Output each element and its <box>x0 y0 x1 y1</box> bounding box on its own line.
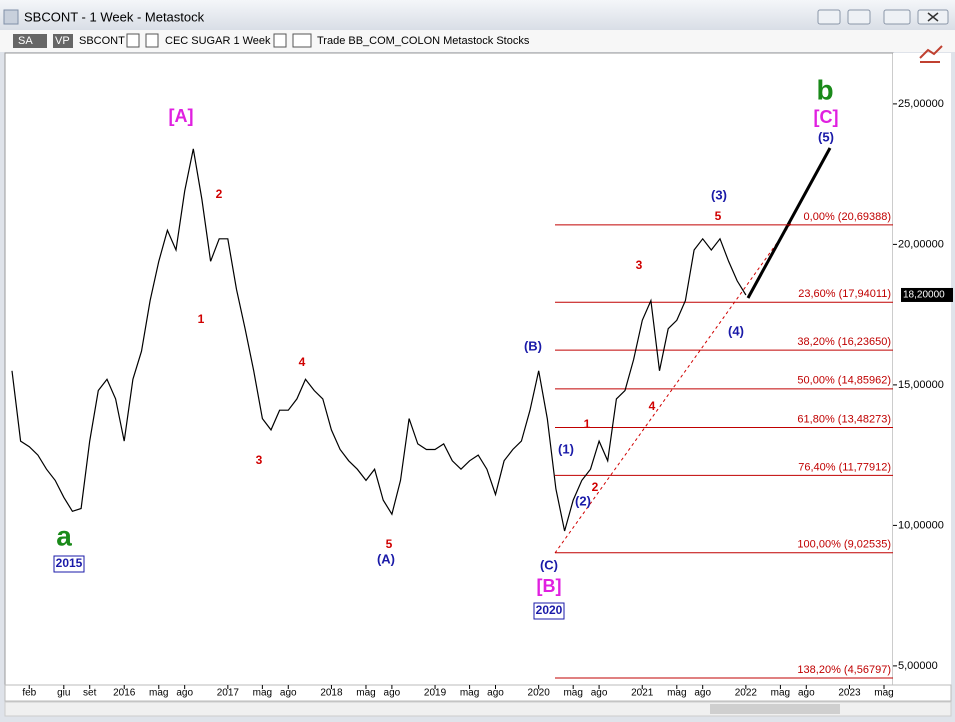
scrollbar-thumb[interactable] <box>710 704 840 714</box>
year-box <box>53 555 85 573</box>
toolbar-vp: VP <box>55 35 70 47</box>
dropdown[interactable] <box>145 33 159 48</box>
fib-label: 100,00% (9,02535) <box>797 539 891 551</box>
minimize-button[interactable] <box>847 9 871 25</box>
fib-label: 76,40% (11,77912) <box>798 461 891 473</box>
x-tick-label: 2016 <box>113 688 136 699</box>
wave-label: (1) <box>558 441 574 456</box>
x-tick-label: 2019 <box>424 688 447 699</box>
price-axis <box>893 53 951 685</box>
dropdown[interactable] <box>126 33 140 48</box>
y-tick-label: 5,00000 <box>898 660 938 672</box>
year-box <box>533 602 565 620</box>
x-tick-label: ago <box>384 688 401 699</box>
wave-label: 3 <box>256 453 263 467</box>
fib-label: 61,80% (13,48273) <box>797 413 891 425</box>
fib-label: 23,60% (17,94011) <box>798 288 891 300</box>
fib-label: 38,20% (16,23650) <box>797 336 891 348</box>
x-tick-label: mag <box>563 688 582 699</box>
y-tick-label: 20,00000 <box>898 238 944 250</box>
y-tick-label: 15,00000 <box>898 379 944 391</box>
last-price-label: 18,20000 <box>903 290 945 301</box>
x-tick-label: ago <box>280 688 297 699</box>
x-tick-label: mag <box>771 688 790 699</box>
wave-label: 3 <box>636 258 643 272</box>
x-tick-label: ago <box>798 688 815 699</box>
dropdown[interactable] <box>292 33 312 48</box>
x-tick-label: 2020 <box>528 688 551 699</box>
y-tick-label: 25,00000 <box>898 98 944 110</box>
x-tick-label: mag <box>460 688 479 699</box>
wave-label: (B) <box>524 338 542 353</box>
price-line <box>11 148 747 532</box>
window-button[interactable] <box>817 9 841 25</box>
toolbar-symbol: SBCONT <box>79 35 125 47</box>
wave-label: 4 <box>299 355 306 369</box>
wave-label: (5) <box>818 129 834 144</box>
toolbar-info: Trade BB_COM_COLON Metastock Stocks <box>317 35 530 47</box>
fib-label: 0,00% (20,69388) <box>804 211 891 223</box>
x-tick-label: mag <box>874 688 893 699</box>
x-tick-label: 2021 <box>631 688 654 699</box>
plot-area <box>4 52 894 686</box>
wave-label: [A] <box>169 106 194 126</box>
wave-label: (C) <box>540 557 558 572</box>
fib-label: 138,20% (4,56797) <box>797 664 891 676</box>
x-tick-label: 2022 <box>735 688 758 699</box>
wave-label: 2 <box>592 480 599 494</box>
x-tick-label: mag <box>667 688 686 699</box>
wave-label: (3) <box>711 187 727 202</box>
year-label: 2015 <box>56 556 83 570</box>
x-tick-label: feb <box>22 688 36 699</box>
x-tick-label: mag <box>356 688 375 699</box>
trend-line <box>554 221 793 554</box>
wave-label: 2 <box>216 187 223 201</box>
title-bar <box>0 0 955 30</box>
x-tick-label: mag <box>149 688 168 699</box>
wave-label: [C] <box>814 107 839 127</box>
fib-label: 50,00% (14,85962) <box>797 375 891 387</box>
wave-label: [B] <box>537 576 562 596</box>
x-tick-label: 2023 <box>838 688 861 699</box>
wave-label: (2) <box>575 493 591 508</box>
y-tick-label: 10,00000 <box>898 519 944 531</box>
wave-label: a <box>56 520 72 551</box>
window-title: SBCONT - 1 Week - Metastock <box>24 9 205 24</box>
wave-label: 5 <box>386 537 393 551</box>
time-axis <box>4 684 952 702</box>
wave-label: 1 <box>198 312 205 326</box>
x-tick-label: giu <box>57 688 70 699</box>
dropdown[interactable] <box>273 33 287 48</box>
maximize-button[interactable] <box>883 9 911 25</box>
x-tick-label: mag <box>253 688 272 699</box>
wave-label: (A) <box>377 551 395 566</box>
x-tick-label: ago <box>694 688 711 699</box>
wave-label: 4 <box>649 399 656 413</box>
app-icon <box>3 9 19 25</box>
sa-button[interactable] <box>13 34 47 48</box>
toolbar-name: CEC SUGAR 1 Week <box>165 35 271 47</box>
wave-label: 1 <box>584 417 591 431</box>
wave-label: (4) <box>728 323 744 338</box>
x-tick-label: set <box>83 688 97 699</box>
wave-label: 5 <box>715 209 722 223</box>
toolbar-sa: SA <box>18 35 33 47</box>
tool-icon[interactable] <box>919 45 943 63</box>
vp-button[interactable] <box>53 34 73 48</box>
close-icon <box>927 12 939 22</box>
x-tick-label: ago <box>176 688 193 699</box>
last-price-box <box>901 287 953 302</box>
x-tick-label: 2018 <box>320 688 343 699</box>
x-tick-label: 2017 <box>217 688 240 699</box>
wave-label: b <box>816 74 833 105</box>
year-label: 2020 <box>536 603 563 617</box>
projection-line <box>746 147 832 299</box>
x-tick-label: ago <box>487 688 504 699</box>
toolbar <box>0 30 955 52</box>
x-tick-label: ago <box>591 688 608 699</box>
